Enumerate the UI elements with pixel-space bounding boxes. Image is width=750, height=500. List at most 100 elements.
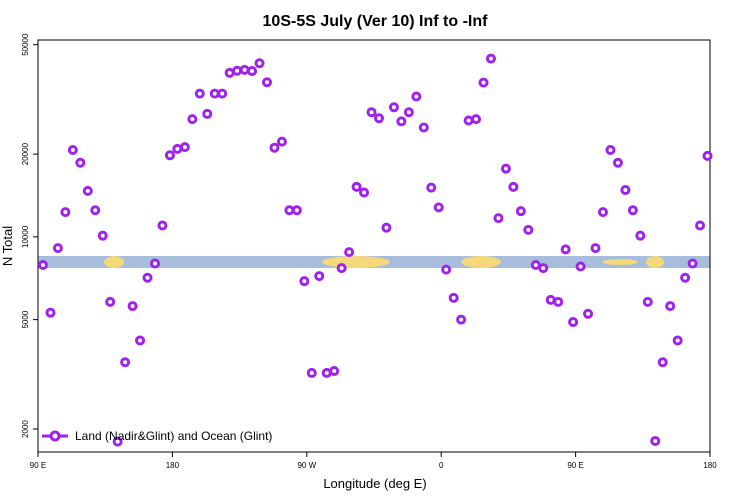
data-points [37, 53, 713, 447]
data-point-0-19 [179, 142, 190, 153]
legend-label: Land (Nadir&Glint) and Ocean (Glint) [75, 429, 272, 443]
data-point-0-26 [232, 65, 243, 76]
data-point-0-67 [538, 263, 549, 274]
data-point-0-52 [426, 182, 437, 193]
data-point-0-35 [299, 276, 310, 287]
data-point-0-64 [515, 206, 526, 217]
data-point-0-25 [224, 67, 235, 78]
legend: Land (Nadir&Glint) and Ocean (Glint) [42, 429, 272, 443]
data-point-0-60 [485, 53, 496, 64]
data-point-0-5 [75, 157, 86, 168]
data-point-0-74 [590, 243, 601, 254]
data-point-0-84 [665, 301, 676, 312]
y-tick-label-2: 10000 [21, 225, 30, 248]
x-tick-label-0: 90 E [30, 461, 46, 470]
data-point-0-20 [187, 114, 198, 125]
data-point-0-11 [120, 357, 131, 368]
data-point-0-4 [67, 144, 78, 155]
data-point-0-47 [388, 102, 399, 113]
data-point-0-72 [575, 261, 586, 272]
data-point-0-23 [209, 88, 220, 99]
data-point-0-57 [463, 115, 474, 126]
data-point-0-30 [261, 77, 272, 88]
data-point-0-66 [530, 260, 541, 271]
data-point-0-79 [627, 205, 638, 216]
data-point-0-88 [695, 220, 706, 231]
y-axis-label: N Total [0, 226, 15, 266]
data-point-0-29 [254, 58, 265, 69]
data-point-0-53 [433, 202, 444, 213]
x-tick-label-2: 90 W [297, 461, 316, 470]
map-band [38, 256, 710, 268]
data-point-0-59 [478, 77, 489, 88]
data-point-0-9 [105, 296, 116, 307]
data-point-0-68 [545, 294, 556, 305]
data-point-0-31 [269, 142, 280, 153]
data-point-0-17 [164, 150, 175, 161]
x-tick-label-5: 180 [703, 461, 717, 470]
data-point-0-46 [381, 222, 392, 233]
data-point-0-81 [642, 296, 653, 307]
data-point-0-45 [373, 113, 384, 124]
y-tick-label-3: 20000 [21, 142, 30, 165]
data-point-0-70 [560, 244, 571, 255]
data-point-0-77 [612, 157, 623, 168]
data-point-0-85 [672, 335, 683, 346]
data-point-0-83 [657, 357, 668, 368]
data-point-0-32 [276, 136, 287, 147]
data-point-0-36 [306, 367, 317, 378]
data-point-0-27 [239, 64, 250, 75]
data-point-0-10 [112, 436, 123, 447]
data-point-0-76 [605, 144, 616, 155]
data-point-0-1 [45, 307, 56, 318]
x-axis-label: Longitude (deg E) [323, 476, 426, 491]
data-point-0-44 [366, 107, 377, 118]
legend-marker [49, 430, 61, 442]
data-point-0-22 [202, 108, 213, 119]
data-point-0-21 [194, 88, 205, 99]
data-point-0-39 [329, 366, 340, 377]
data-point-0-8 [97, 230, 108, 241]
data-point-0-34 [291, 205, 302, 216]
data-point-0-54 [441, 264, 452, 275]
chart-title: 10S-5S July (Ver 10) Inf to -Inf [263, 13, 489, 30]
data-point-0-13 [135, 335, 146, 346]
y-tick-label-1: 5000 [21, 310, 30, 328]
data-point-0-82 [650, 435, 661, 446]
x-axis: 90 E 180 90 W 0 90 E 180 [30, 452, 717, 470]
data-point-0-89 [702, 150, 713, 161]
data-point-0-48 [396, 116, 407, 127]
data-point-0-14 [142, 272, 153, 283]
x-tick-label-3: 0 [439, 461, 444, 470]
data-point-0-75 [597, 207, 608, 218]
data-point-0-73 [583, 308, 594, 319]
data-point-0-38 [321, 367, 332, 378]
y-tick-label-0: 2000 [21, 420, 30, 438]
data-point-0-78 [620, 185, 631, 196]
data-point-0-42 [351, 181, 362, 192]
data-point-0-58 [471, 114, 482, 125]
data-point-0-6 [82, 185, 93, 196]
data-point-0-50 [411, 91, 422, 102]
y-axis: 2000 5000 10000 20000 50000 [21, 33, 38, 438]
y-tick-label-4: 50000 [21, 33, 30, 56]
land-patch-australia-2 [646, 256, 664, 268]
data-point-0-33 [284, 205, 295, 216]
data-point-0-41 [344, 247, 355, 258]
data-point-0-3 [60, 207, 71, 218]
data-point-0-86 [680, 272, 691, 283]
data-point-0-16 [157, 220, 168, 231]
land-patch-south-america [322, 256, 390, 268]
data-point-0-24 [217, 88, 228, 99]
data-point-0-63 [508, 181, 519, 192]
data-point-0-62 [500, 163, 511, 174]
data-point-0-61 [493, 213, 504, 224]
x-tick-label-4: 90 E [567, 461, 583, 470]
land-patch-indonesia [602, 259, 638, 265]
data-point-0-18 [172, 143, 183, 154]
land-patch-africa [461, 256, 501, 268]
data-point-0-43 [359, 187, 370, 198]
data-point-0-65 [523, 224, 534, 235]
data-point-0-7 [90, 205, 101, 216]
